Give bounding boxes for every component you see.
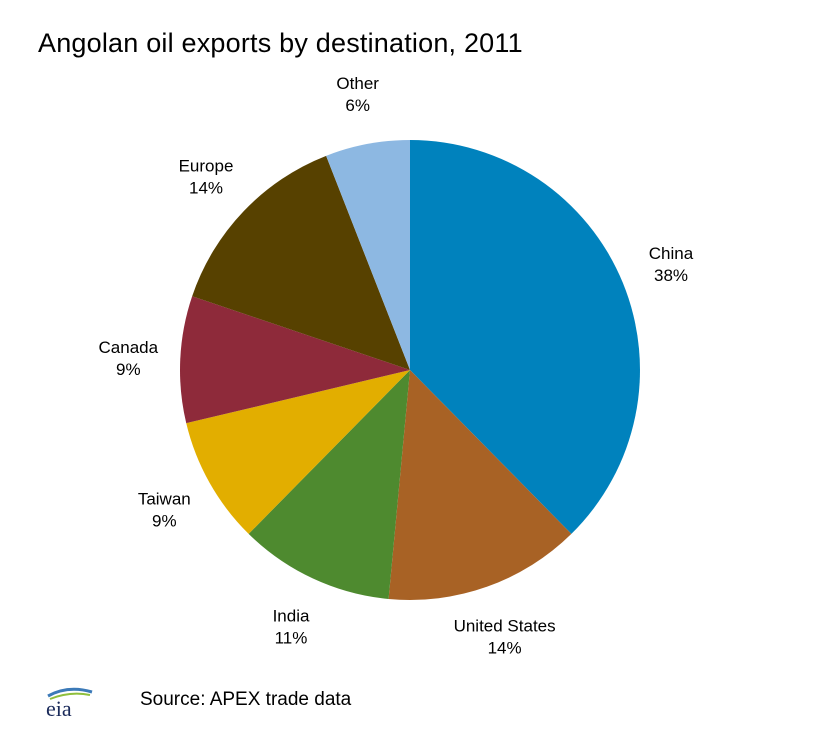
pie-slice-canada bbox=[180, 296, 410, 424]
pie-label-canada: Canada 9% bbox=[99, 338, 159, 379]
pie-label-value: 38% bbox=[654, 266, 688, 285]
pie-label-value: 11% bbox=[275, 629, 308, 648]
pie-slice-india bbox=[248, 370, 410, 599]
pie-label-india: India 11% bbox=[273, 607, 310, 648]
pie-label-name: Canada bbox=[99, 338, 159, 357]
pie-labels: China 38% United States 14% India 11% Taiwan 9%… bbox=[99, 74, 694, 658]
pie-label-taiwan: Taiwan 9% bbox=[138, 490, 191, 531]
pie-slices bbox=[180, 140, 640, 600]
pie-label-china: China 38% bbox=[649, 244, 694, 285]
pie-label-value: 9% bbox=[152, 512, 177, 531]
pie-label-value: 6% bbox=[345, 96, 370, 115]
pie-slice-china bbox=[410, 140, 640, 534]
pie-label-name: Europe bbox=[179, 156, 234, 175]
pie-label-name: India bbox=[273, 607, 310, 626]
pie-label-other: Other 6% bbox=[336, 74, 379, 115]
pie-label-name: Other bbox=[336, 74, 379, 93]
pie-label-united-states: United States 14% bbox=[454, 617, 556, 658]
source-note: Source: APEX trade data bbox=[140, 689, 352, 710]
pie-label-value: 9% bbox=[116, 360, 141, 379]
pie-label-name: Taiwan bbox=[138, 490, 191, 509]
pie-slice-other bbox=[326, 140, 410, 370]
pie-label-name: United States bbox=[454, 617, 556, 636]
eia-logo-icon: eia bbox=[46, 687, 93, 719]
pie-label-value: 14% bbox=[488, 639, 522, 658]
pie-slice-taiwan bbox=[186, 370, 410, 534]
pie-slice-europe bbox=[192, 155, 410, 370]
pie-label-europe: Europe 14% bbox=[179, 156, 234, 197]
pie-slice-united-states bbox=[388, 370, 572, 600]
svg-text:eia: eia bbox=[46, 696, 72, 719]
chart-footer: eia Source: APEX trade data bbox=[40, 683, 540, 723]
pie-label-value: 14% bbox=[189, 178, 223, 197]
chart-title: Angolan oil exports by destination, 2011 bbox=[38, 28, 523, 58]
pie-chart: China 38% United States 14% India 11% Taiwan 9%… bbox=[99, 74, 694, 658]
pie-label-name: China bbox=[649, 244, 694, 263]
